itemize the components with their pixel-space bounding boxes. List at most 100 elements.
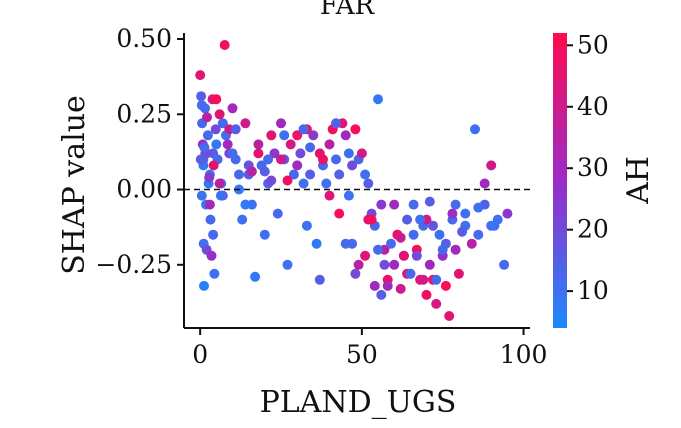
scatter-point (405, 269, 415, 279)
x-tick-label: 100 (500, 340, 548, 369)
scatter-point (209, 160, 219, 170)
scatter-point (389, 260, 399, 270)
scatter-point (467, 239, 477, 249)
scatter-point (354, 260, 364, 270)
x-axis-label: PLAND_UGS (260, 385, 457, 420)
scatter-point (331, 154, 341, 164)
scatter-point (312, 239, 322, 249)
scatter-point (502, 209, 512, 219)
scatter-point (473, 230, 483, 240)
scatter-point (460, 209, 470, 219)
scatter-point (409, 230, 419, 240)
scatter-point (422, 290, 432, 300)
scatter-point (196, 154, 206, 164)
scatter-point (276, 154, 286, 164)
scatter-point (344, 148, 354, 158)
colorbar-tick-label: 20 (577, 215, 609, 244)
scatter-point (357, 148, 367, 158)
scatter-point (373, 94, 383, 104)
scatter-point (283, 176, 293, 186)
scatter-point (441, 281, 451, 291)
axes (184, 33, 530, 328)
scatter-point (431, 275, 441, 285)
scatter-point (341, 130, 351, 140)
scatter-point (299, 124, 309, 134)
scatter-point (344, 191, 354, 201)
scatter-point (216, 191, 226, 201)
scatter-point (220, 40, 230, 50)
scatter-point (415, 215, 425, 225)
y-tick-label: 0.25 (116, 99, 172, 128)
scatter-point (276, 118, 286, 128)
x-ticks: 0 50 100 (192, 328, 547, 369)
scatter-point (250, 272, 260, 282)
scatter-point (412, 251, 422, 261)
scatter-point (253, 139, 263, 149)
scatter-point (292, 160, 302, 170)
scatter-point (438, 245, 448, 255)
scatter-point (247, 167, 257, 177)
scatter-point (231, 124, 241, 134)
scatter-point (396, 233, 406, 243)
scatter-point (451, 245, 461, 255)
scatter-point (321, 179, 331, 189)
scatter-point (334, 170, 344, 180)
scatter-point (435, 230, 445, 240)
scatter-point (380, 260, 390, 270)
scatter-point (444, 311, 454, 321)
colorbar-tick-label: 40 (577, 92, 609, 121)
colorbar-tick-label: 50 (577, 30, 609, 59)
scatter-point (451, 200, 461, 210)
scatter-point (425, 197, 435, 207)
scatter-point (347, 239, 357, 249)
colorbar-label: AH (621, 156, 656, 205)
scatter-point (396, 284, 406, 294)
scatter-point (409, 200, 419, 210)
scatter-point (283, 260, 293, 270)
x-tick-label: 50 (346, 340, 378, 369)
scatter-point (447, 209, 457, 219)
scatter-point (199, 281, 209, 291)
y-tick-label: 0.50 (116, 24, 172, 53)
scatter-point (240, 118, 250, 128)
scatter-point (279, 130, 289, 140)
scatter-point (200, 103, 210, 113)
scatter-point (305, 170, 315, 180)
scatter-point (204, 173, 214, 183)
scatter-point (260, 230, 270, 240)
scatter-point (350, 124, 360, 134)
colorbar-tick-label: 30 (577, 153, 609, 182)
scatter-point (315, 275, 325, 285)
scatter-point (399, 251, 409, 261)
colorbar-ticks: 10 20 30 40 50 (567, 30, 609, 305)
scatter-point (402, 215, 412, 225)
scatter-point (425, 260, 435, 270)
scatter-point (199, 142, 209, 152)
scatter-point (431, 299, 441, 309)
x-tick-label: 0 (192, 340, 208, 369)
scatter-point (454, 269, 464, 279)
scatter-point (480, 179, 490, 189)
scatter-point (266, 130, 276, 140)
scatter-point (363, 179, 373, 189)
scatter-point (197, 191, 207, 201)
scatter-point (237, 215, 247, 225)
scatter-point (215, 109, 225, 119)
scatter-point (228, 148, 238, 158)
scatter-point (263, 154, 273, 164)
scatter-point (489, 221, 499, 231)
scatter-point (295, 148, 305, 158)
scatter-point (350, 269, 360, 279)
scatter-point (486, 160, 496, 170)
y-ticks: 0.50 0.25 0.00 −0.25 (95, 24, 184, 279)
scatter-point (305, 142, 315, 152)
scatter-point (223, 139, 233, 149)
y-axis-label: SHAP value (57, 95, 92, 275)
colorbar-tick-label: 10 (577, 276, 609, 305)
scatter-point (325, 191, 335, 201)
scatter-point (418, 275, 428, 285)
scatter-point (360, 251, 370, 261)
scatter-point (331, 118, 341, 128)
scatter-point (386, 239, 396, 249)
scatter-point (383, 281, 393, 291)
